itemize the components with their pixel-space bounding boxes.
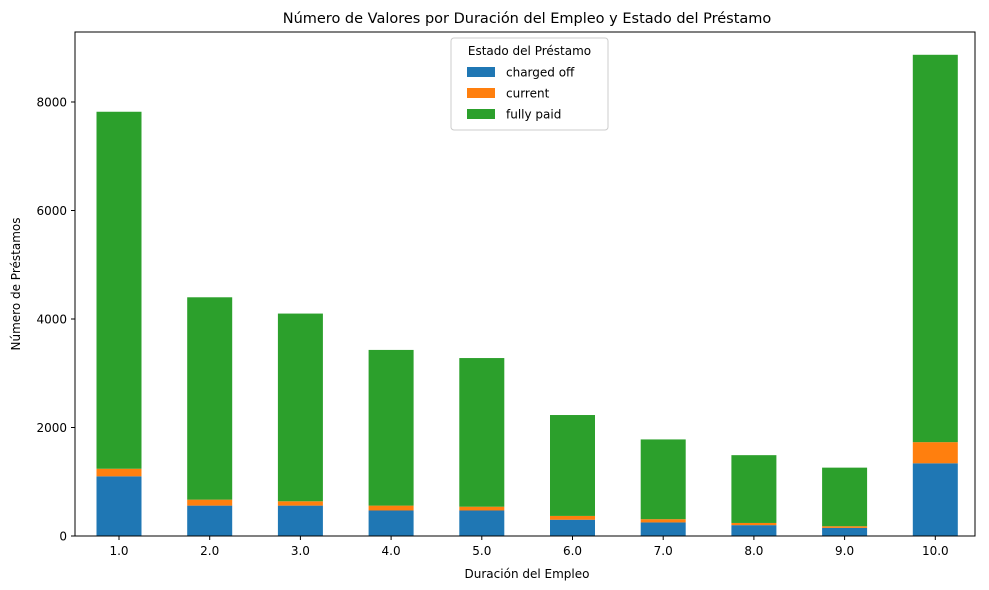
x-axis-label: Duración del Empleo [465,567,590,581]
bar-current-2.0 [187,499,233,506]
y-tick-label: 4000 [36,312,67,326]
bar-charged-off-10.0 [912,463,958,536]
legend: Estado del Préstamo charged off current fu… [450,37,609,131]
x-tick-label: 2.0 [200,544,219,558]
bar-fully-paid-6.0 [550,415,595,516]
legend-box [450,37,609,131]
bar-current-9.0 [822,526,868,528]
y-tick-label: 8000 [36,95,67,109]
legend-label-fully-paid: fully paid [506,108,561,122]
x-tick-label: 4.0 [382,544,401,558]
bar-current-8.0 [731,522,777,526]
bar-fully-paid-1.0 [96,111,142,469]
bar-charged-off-8.0 [731,525,777,536]
y-axis-label: Número de Préstamos [9,218,23,351]
x-tick-label: 8.0 [744,544,763,558]
legend-swatch-fully-paid [467,109,495,119]
bar-fully-paid-8.0 [731,455,777,523]
legend-label-charged-off: charged off [506,66,575,80]
x-tick-label: 1.0 [109,544,128,558]
y-tick-label: 2000 [36,421,67,435]
bar-charged-off-3.0 [277,505,323,536]
bar-charged-off-5.0 [459,510,505,536]
bar-current-1.0 [96,468,142,477]
bar-charged-off-9.0 [822,527,868,536]
bar-current-4.0 [368,505,414,511]
bar-charged-off-1.0 [96,476,142,536]
bar-fully-paid-7.0 [640,439,686,520]
bar-charged-off-6.0 [550,519,595,536]
bar-current-6.0 [550,515,595,520]
x-tick-label: 7.0 [654,544,673,558]
x-tick-label: 10.0 [922,544,949,558]
bar-fully-paid-4.0 [368,349,414,506]
bar-charged-off-2.0 [187,505,233,536]
bar-current-7.0 [640,519,686,523]
bar-fully-paid-10.0 [912,54,958,443]
bar-fully-paid-9.0 [822,467,868,527]
bar-charged-off-4.0 [368,510,414,536]
axes-frame [74,31,976,537]
y-tick-label: 6000 [36,204,67,218]
chart-title: Número de Valores por Duración del Emple… [283,11,772,27]
x-tick-label: 5.0 [472,544,491,558]
bar-fully-paid-3.0 [277,313,323,502]
bar-fully-paid-2.0 [187,297,233,500]
x-tick-label: 6.0 [563,544,582,558]
bar-current-10.0 [912,442,958,464]
legend-swatch-charged-off [467,67,495,77]
y-tick-label: 0 [59,530,67,544]
legend-label-current: current [506,87,550,101]
bar-current-3.0 [277,501,323,506]
plot-area: 1.0 2.0 3.0 4.0 5.0 6.0 7.0 8.0 9.0 10.0 0 2000 4000… [36,54,958,558]
bar-current-5.0 [459,506,505,511]
x-tick-label: 3.0 [291,544,310,558]
bar-charged-off-7.0 [640,522,686,536]
x-tick-label: 9.0 [835,544,854,558]
legend-title: Estado del Préstamo [468,44,591,58]
legend-swatch-current [467,88,495,98]
bar-fully-paid-5.0 [459,358,505,507]
